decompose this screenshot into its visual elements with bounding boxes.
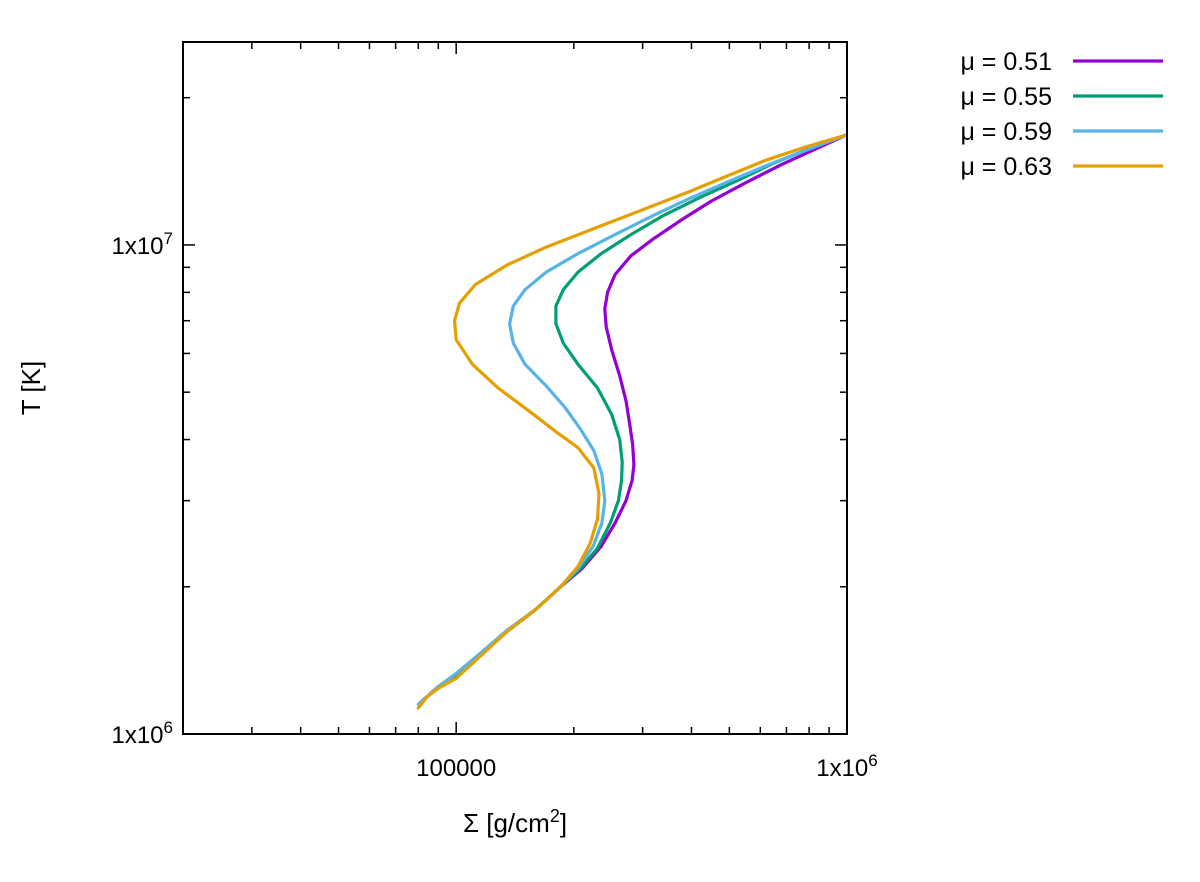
legend-label-4: μ = 0.63 [960, 153, 1052, 181]
plot-frame [182, 41, 848, 735]
x-tick-label: 1x106 [816, 751, 878, 782]
series-line-1 [418, 133, 847, 705]
y-tick-label: 1x106 [111, 718, 173, 749]
y-axis-label: T [K] [16, 361, 46, 415]
series-line-3 [416, 133, 847, 706]
y-tick-label: 1x107 [111, 229, 173, 260]
legend-label-3: μ = 0.59 [960, 118, 1052, 146]
legend-label-1: μ = 0.51 [960, 48, 1052, 76]
tick-layer [182, 42, 848, 735]
x-axis-label: Σ [g/cm2] [463, 806, 567, 838]
legend: μ = 0.51 μ = 0.55 μ = 0.59 μ = 0.63 [960, 48, 1163, 181]
series-line-4 [416, 133, 847, 710]
x-tick-label: 100000 [416, 755, 496, 782]
tick-label-layer: 100000 1x106 1x106 1x107 [111, 229, 877, 782]
series-line-2 [418, 133, 847, 705]
legend-label-2: μ = 0.55 [960, 83, 1052, 111]
series-layer [416, 133, 847, 710]
